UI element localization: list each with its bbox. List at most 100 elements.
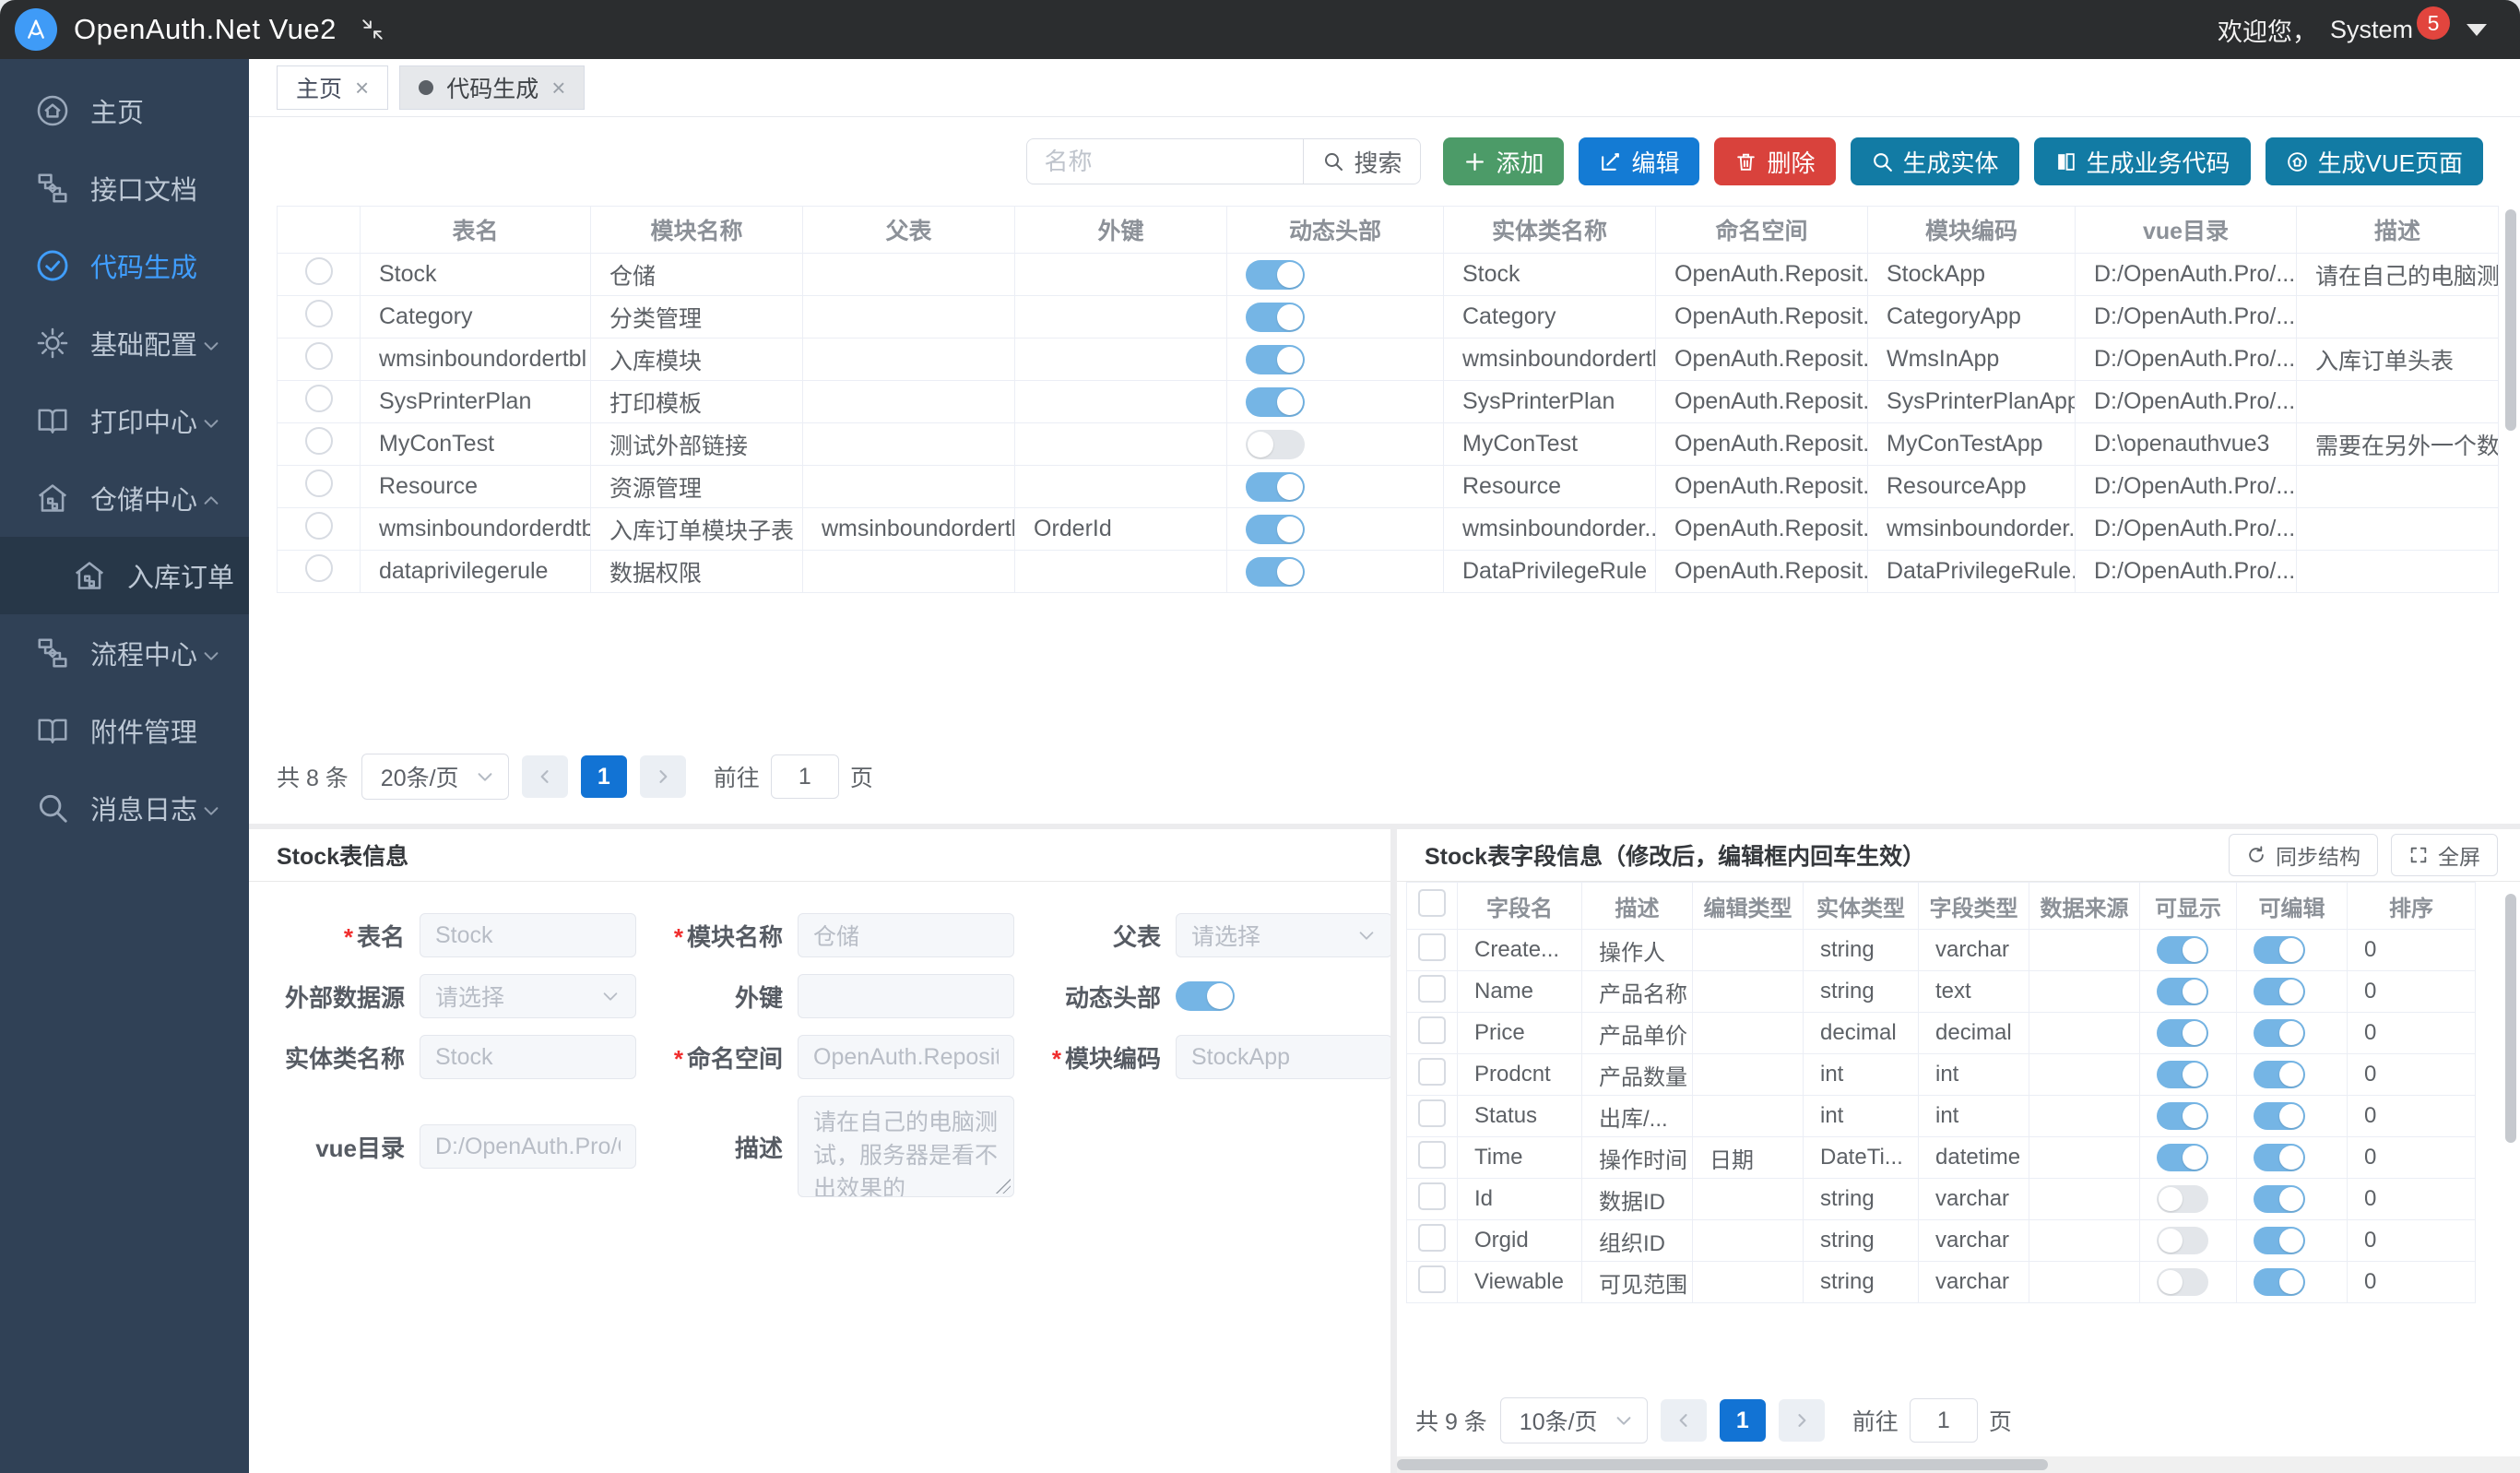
prev-page-button[interactable] <box>521 755 568 798</box>
scrollbar-thumb[interactable] <box>1397 1459 2049 1470</box>
parent-table-select[interactable]: 请选择 <box>1176 913 1392 957</box>
editable-toggle[interactable] <box>2254 1061 2305 1088</box>
dynamic-header-toggle[interactable] <box>1246 429 1305 459</box>
resize-grip-icon[interactable] <box>996 1179 1011 1194</box>
edit-button[interactable]: 编辑 <box>1579 137 1700 185</box>
visible-toggle[interactable] <box>2157 1102 2208 1130</box>
visible-toggle[interactable] <box>2157 1061 2208 1088</box>
goto-page-input[interactable] <box>770 754 839 799</box>
horizontal-scrollbar[interactable] <box>1397 1456 2520 1473</box>
user-menu-caret-icon[interactable] <box>2467 23 2487 36</box>
sidebar-item-print-center[interactable]: 打印中心 <box>0 382 249 459</box>
sidebar-item-flow-center[interactable]: 流程中心 <box>0 614 249 692</box>
editable-toggle[interactable] <box>2254 1019 2305 1047</box>
namespace-input[interactable] <box>798 1035 1014 1079</box>
foreign-key-input[interactable] <box>798 974 1014 1018</box>
visible-toggle[interactable] <box>2157 1268 2208 1296</box>
module-code-input[interactable] <box>1176 1035 1392 1079</box>
visible-toggle[interactable] <box>2157 978 2208 1005</box>
row-radio[interactable] <box>304 385 333 412</box>
select-all-checkbox[interactable] <box>1418 888 1446 917</box>
notification-badge[interactable]: 5 <box>2417 6 2450 40</box>
tab-label: 主页 <box>296 77 343 102</box>
table-name-input[interactable] <box>420 913 636 957</box>
row-radio[interactable] <box>304 342 333 370</box>
cell-vue-dir: D:/OpenAuth.Pro/... <box>2075 295 2297 339</box>
dynamic-header-toggle[interactable] <box>1246 514 1305 544</box>
row-radio[interactable] <box>304 554 333 582</box>
row-radio[interactable] <box>304 427 333 455</box>
goto-page-input[interactable] <box>1909 1398 1978 1443</box>
dynamic-header-toggle[interactable] <box>1246 344 1305 374</box>
sidebar-item-base-config[interactable]: 基础配置 <box>0 304 249 382</box>
sidebar-item-warehouse-center[interactable]: 仓储中心 <box>0 459 249 537</box>
dynamic-header-toggle[interactable] <box>1246 471 1305 502</box>
sync-structure-button[interactable]: 同步结构 <box>2229 834 2378 876</box>
editable-toggle[interactable] <box>2254 978 2305 1005</box>
dynamic-header-toggle[interactable] <box>1246 386 1305 417</box>
visible-toggle[interactable] <box>2157 1227 2208 1254</box>
page-size-select[interactable]: 20条/页 <box>361 754 509 800</box>
visible-toggle[interactable] <box>2157 1144 2208 1171</box>
vertical-scrollbar[interactable] <box>2505 894 2516 1143</box>
row-checkbox[interactable] <box>1418 1265 1446 1293</box>
next-page-button[interactable] <box>1778 1399 1825 1442</box>
sidebar-item-codegen[interactable]: 代码生成 <box>0 227 249 304</box>
module-name-input[interactable] <box>798 913 1014 957</box>
row-checkbox[interactable] <box>1418 1140 1446 1169</box>
editable-toggle[interactable] <box>2254 1102 2305 1130</box>
vertical-scrollbar[interactable] <box>2505 209 2516 431</box>
dynamic-header-toggle[interactable] <box>1246 259 1305 290</box>
external-source-select[interactable]: 请选择 <box>420 974 636 1018</box>
dynamic-header-toggle[interactable] <box>1176 981 1235 1011</box>
entity-name-input[interactable] <box>420 1035 636 1079</box>
prev-page-button[interactable] <box>1660 1399 1707 1442</box>
row-checkbox[interactable] <box>1418 974 1446 1003</box>
close-icon[interactable]: × <box>355 74 370 101</box>
add-button[interactable]: 添加 <box>1443 137 1565 185</box>
editable-toggle[interactable] <box>2254 1227 2305 1254</box>
editable-toggle[interactable] <box>2254 936 2305 964</box>
delete-button[interactable]: 删除 <box>1714 137 1836 185</box>
visible-toggle[interactable] <box>2157 1185 2208 1213</box>
search-input[interactable] <box>1026 138 1304 184</box>
row-checkbox[interactable] <box>1418 1057 1446 1086</box>
sidebar-item-api-docs[interactable]: 接口文档 <box>0 149 249 227</box>
row-radio[interactable] <box>304 257 333 285</box>
sidebar-item-inbound-order[interactable]: 入库订单 <box>0 537 249 614</box>
row-radio[interactable] <box>304 469 333 497</box>
generate-business-code-button[interactable]: 生成业务代码 <box>2033 137 2251 185</box>
row-checkbox[interactable] <box>1418 1099 1446 1127</box>
cell-field-type: varchar <box>1918 1178 2029 1220</box>
sidebar-item-home[interactable]: 主页 <box>0 72 249 149</box>
row-checkbox[interactable] <box>1418 1016 1446 1044</box>
generate-vue-page-button[interactable]: 生成VUE页面 <box>2265 137 2483 185</box>
row-checkbox[interactable] <box>1418 1182 1446 1210</box>
tab-home[interactable]: 主页 × <box>277 65 389 110</box>
visible-toggle[interactable] <box>2157 1019 2208 1047</box>
sidebar-item-message-log[interactable]: 消息日志 <box>0 769 249 847</box>
description-textarea[interactable]: 请在自己的电脑测试，服务器是看不出效果的 <box>798 1096 1014 1197</box>
generate-entity-button[interactable]: 生成实体 <box>1850 137 2019 185</box>
fullscreen-button[interactable]: 全屏 <box>2391 834 2498 876</box>
close-icon[interactable]: × <box>551 74 566 101</box>
search-button[interactable]: 搜索 <box>1303 138 1422 184</box>
page-number-1[interactable]: 1 <box>580 755 627 798</box>
page-number-1[interactable]: 1 <box>1719 1399 1766 1442</box>
row-checkbox[interactable] <box>1418 933 1446 961</box>
row-radio[interactable] <box>304 300 333 327</box>
collapse-screen-icon[interactable] <box>361 18 385 42</box>
page-size-select[interactable]: 10条/页 <box>1499 1397 1648 1443</box>
visible-toggle[interactable] <box>2157 936 2208 964</box>
tab-codegen[interactable]: 代码生成 × <box>399 65 586 110</box>
editable-toggle[interactable] <box>2254 1144 2305 1171</box>
sidebar-item-attachments[interactable]: 附件管理 <box>0 692 249 769</box>
editable-toggle[interactable] <box>2254 1185 2305 1213</box>
vue-dir-input[interactable] <box>420 1124 636 1169</box>
row-checkbox[interactable] <box>1418 1223 1446 1252</box>
editable-toggle[interactable] <box>2254 1268 2305 1296</box>
dynamic-header-toggle[interactable] <box>1246 302 1305 332</box>
dynamic-header-toggle[interactable] <box>1246 556 1305 587</box>
row-radio[interactable] <box>304 512 333 540</box>
next-page-button[interactable] <box>639 755 686 798</box>
